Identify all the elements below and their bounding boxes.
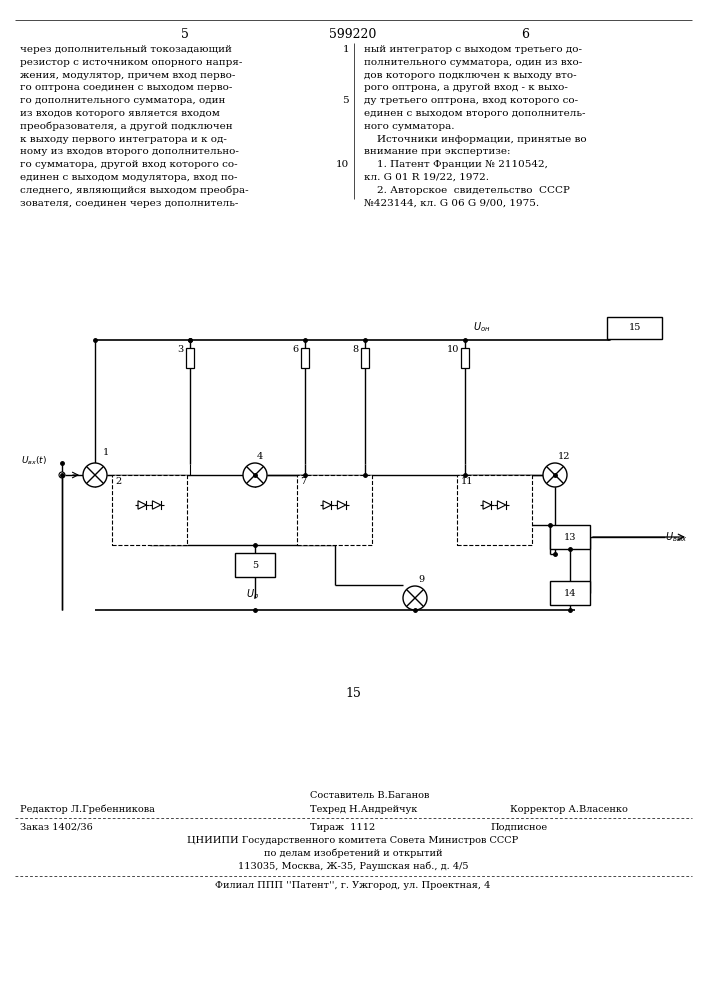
Text: следнего, являющийся выходом преобра-: следнего, являющийся выходом преобра-	[20, 186, 249, 195]
Circle shape	[83, 463, 107, 487]
Text: резистор с источником опорного напря-: резистор с источником опорного напря-	[20, 58, 243, 67]
Text: Техред Н.Андрейчук: Техред Н.Андрейчук	[310, 805, 417, 814]
Text: зователя, соединен через дополнитель-: зователя, соединен через дополнитель-	[20, 199, 238, 208]
Text: внимание при экспертизе:: внимание при экспертизе:	[364, 147, 510, 156]
Text: го сумматора, другой вход которого со-: го сумматора, другой вход которого со-	[20, 160, 238, 169]
Polygon shape	[323, 501, 332, 509]
Text: 14: 14	[563, 588, 576, 597]
Text: преобразователя, а другой подключен: преобразователя, а другой подключен	[20, 122, 233, 131]
Text: ному из входов второго дополнительно-: ному из входов второго дополнительно-	[20, 147, 239, 156]
Text: 13: 13	[563, 532, 576, 542]
Bar	[298, 475, 373, 545]
Text: 15: 15	[345, 687, 361, 700]
Text: Подписное: Подписное	[490, 823, 547, 832]
Text: 12: 12	[558, 452, 571, 461]
Text: 6: 6	[293, 346, 299, 355]
Text: $U_p$: $U_p$	[247, 588, 259, 602]
Text: 5: 5	[181, 28, 189, 41]
Bar	[607, 317, 662, 339]
Bar	[550, 581, 590, 605]
Text: 7: 7	[300, 477, 307, 486]
Text: 4: 4	[257, 452, 263, 461]
Text: ный интегратор с выходом третьего до-: ный интегратор с выходом третьего до-	[364, 45, 582, 54]
Text: единен с выходом второго дополнитель-: единен с выходом второго дополнитель-	[364, 109, 585, 118]
Text: го дополнительного сумматора, один: го дополнительного сумматора, один	[20, 96, 226, 105]
Text: 10: 10	[336, 160, 349, 169]
Polygon shape	[138, 501, 146, 509]
Bar	[301, 348, 309, 368]
Text: ЦНИИПИ Государственного комитета Совета Министров СССР: ЦНИИПИ Государственного комитета Совета …	[187, 836, 519, 845]
Bar	[457, 475, 532, 545]
Text: рого оптрона, а другой вход - к выхо-: рого оптрона, а другой вход - к выхо-	[364, 83, 568, 92]
Bar	[550, 525, 590, 549]
Text: Заказ 1402/36: Заказ 1402/36	[20, 823, 93, 832]
Text: 3: 3	[177, 346, 184, 355]
Text: 2: 2	[115, 477, 122, 486]
Text: 10: 10	[447, 346, 459, 355]
Text: 6: 6	[521, 28, 529, 41]
Text: через дополнительный токозадающий: через дополнительный токозадающий	[20, 45, 232, 54]
Text: $U_{вых}$: $U_{вых}$	[665, 530, 688, 544]
Text: 11: 11	[460, 477, 473, 486]
Bar	[361, 348, 369, 368]
Text: из входов которого является входом: из входов которого является входом	[20, 109, 220, 118]
Text: жения, модулятор, причем вход перво-: жения, модулятор, причем вход перво-	[20, 71, 235, 80]
Text: дов которого подключен к выходу вто-: дов которого подключен к выходу вто-	[364, 71, 577, 80]
Text: полнительного сумматора, один из вхо-: полнительного сумматора, один из вхо-	[364, 58, 583, 67]
Text: Тираж  1112: Тираж 1112	[310, 823, 375, 832]
Text: $U_{он}$: $U_{он}$	[473, 320, 491, 334]
Text: 15: 15	[629, 324, 641, 332]
Bar	[112, 475, 187, 545]
Text: 599220: 599220	[329, 28, 377, 41]
Text: $U_{вх}(t)$: $U_{вх}(t)$	[21, 455, 47, 467]
Bar	[186, 348, 194, 368]
Circle shape	[59, 472, 65, 478]
Text: Редактор Л.Гребенникова: Редактор Л.Гребенникова	[20, 804, 155, 814]
Polygon shape	[498, 501, 506, 509]
Text: 5: 5	[342, 96, 349, 105]
Text: 9: 9	[418, 575, 424, 584]
Text: 1: 1	[342, 45, 349, 54]
Text: 8: 8	[353, 346, 359, 355]
Text: к выходу первого интегратора и к од-: к выходу первого интегратора и к од-	[20, 135, 227, 144]
Bar	[461, 348, 469, 368]
Bar	[235, 553, 275, 577]
Text: Филиал ППП ''Патент'', г. Ужгород, ул. Проектная, 4: Филиал ППП ''Патент'', г. Ужгород, ул. П…	[216, 881, 491, 890]
Text: по делам изобретений и открытий: по делам изобретений и открытий	[264, 848, 443, 858]
Text: Источники информации, принятые во: Источники информации, принятые во	[364, 135, 587, 144]
Text: 2. Авторское  свидетельство  СССР: 2. Авторское свидетельство СССР	[364, 186, 570, 195]
Text: Составитель В.Баганов: Составитель В.Баганов	[310, 791, 429, 800]
Text: 5: 5	[252, 560, 258, 570]
Text: ду третьего оптрона, вход которого со-: ду третьего оптрона, вход которого со-	[364, 96, 578, 105]
Polygon shape	[337, 501, 346, 509]
Text: кл. G 01 R 19/22, 1972.: кл. G 01 R 19/22, 1972.	[364, 173, 489, 182]
Text: единен с выходом модулятора, вход по-: единен с выходом модулятора, вход по-	[20, 173, 238, 182]
Text: №423144, кл. G 06 G 9/00, 1975.: №423144, кл. G 06 G 9/00, 1975.	[364, 199, 539, 208]
Polygon shape	[483, 501, 491, 509]
Text: 113035, Москва, Ж-35, Раушская наб., д. 4/5: 113035, Москва, Ж-35, Раушская наб., д. …	[238, 861, 468, 871]
Circle shape	[543, 463, 567, 487]
Circle shape	[243, 463, 267, 487]
Text: ного сумматора.: ного сумматора.	[364, 122, 455, 131]
Text: 1: 1	[103, 448, 110, 457]
Polygon shape	[153, 501, 160, 509]
Text: Корректор А.Власенко: Корректор А.Власенко	[510, 805, 628, 814]
Circle shape	[403, 586, 427, 610]
Text: 1. Патент Франции № 2110542,: 1. Патент Франции № 2110542,	[364, 160, 548, 169]
Text: го оптрона соединен с выходом перво-: го оптрона соединен с выходом перво-	[20, 83, 233, 92]
